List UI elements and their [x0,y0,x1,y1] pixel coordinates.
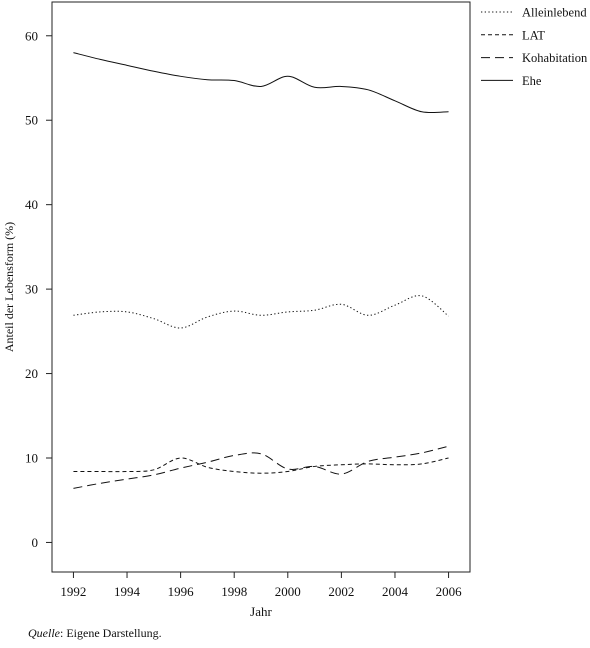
x-tick-label: 2000 [275,584,301,599]
legend-label-alleinlebend: Alleinlebend [522,6,587,20]
x-tick-label: 1992 [60,584,86,599]
series-lines [73,52,449,489]
y-tick-label: 50 [25,113,38,128]
y-axis-title: Anteil der Lebensform (%) [2,222,16,352]
source-caption: Quelle: Eigene Darstellung. [28,626,162,641]
y-tick-label: 20 [25,366,38,381]
y-tick-label: 30 [25,282,38,297]
y-tick-label: 60 [25,28,38,43]
source-label: Quelle [28,626,60,640]
x-axis-title: Jahr [250,604,272,619]
series-line-alleinlebend [73,295,449,329]
x-tick-label: 1998 [221,584,247,599]
series-line-ehe [73,52,449,114]
series-line-kohabitation [73,445,449,489]
legend-label-lat: LAT [522,28,545,42]
x-tick-label: 1994 [114,584,141,599]
legend: Alleinlebend LAT Kohabitation Ehe [481,6,588,88]
plot-frame [51,1,471,573]
x-tick-label: 2004 [382,584,409,599]
x-tick-label: 2002 [328,584,354,599]
y-tick-label: 0 [32,535,39,550]
source-text: : Eigene Darstellung. [60,626,162,640]
x-tick-label: 2006 [436,584,463,599]
legend-label-kohabitation: Kohabitation [522,51,588,65]
y-tick-label: 10 [25,451,38,466]
legend-label-ehe: Ehe [522,74,542,88]
axes: 1992 1994 1996 1998 2000 2002 2004 2006 0 10 20 30 4… [2,1,471,619]
y-tick-label: 40 [25,197,38,212]
x-tick-label: 1996 [168,584,195,599]
series-line-lat [73,457,449,474]
